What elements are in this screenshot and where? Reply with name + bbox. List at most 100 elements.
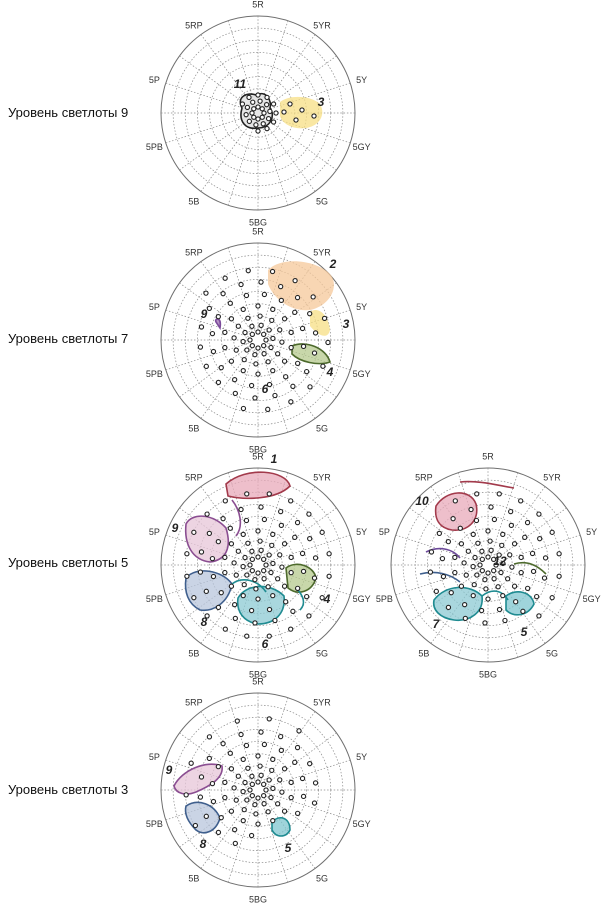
- color-sample-dot: [272, 392, 278, 399]
- region-number-5: 5: [521, 625, 528, 639]
- hue-spoke: [263, 34, 316, 106]
- region-1: [225, 471, 291, 500]
- color-sample-dot: [266, 381, 273, 388]
- color-sample-dot: [243, 112, 249, 118]
- color-sample-dot: [294, 744, 301, 751]
- hue-spoke: [200, 34, 253, 106]
- hue-spoke: [165, 82, 249, 111]
- lightness-label-3: Уровень светлоты 3: [8, 782, 129, 797]
- color-sample-dot: [249, 343, 255, 349]
- color-sample-dot: [255, 116, 261, 122]
- color-sample-dot: [458, 541, 465, 547]
- color-sample-dot: [240, 405, 247, 412]
- color-sample-dot: [244, 491, 250, 497]
- hue-label: 5P: [149, 75, 160, 85]
- region-5: [505, 591, 535, 616]
- color-sample-dot: [251, 114, 257, 120]
- color-sample-dot: [319, 595, 325, 601]
- border-curve: [231, 579, 267, 593]
- region-8: [184, 801, 221, 834]
- hue-label: 5G: [316, 197, 328, 207]
- color-sample-dot: [259, 106, 265, 112]
- hue-spoke: [263, 120, 316, 192]
- color-sample-dot: [457, 525, 463, 531]
- color-sample-dot: [266, 716, 272, 722]
- hue-label: 5GY: [353, 819, 371, 829]
- color-sample-dot: [253, 361, 259, 367]
- color-sample-dot: [206, 530, 213, 537]
- color-sample-dot: [303, 368, 310, 375]
- color-sample-dot: [227, 525, 233, 531]
- color-sample-dot: [218, 365, 224, 371]
- hue-label: 5YR: [313, 20, 331, 30]
- color-sample-dot: [265, 809, 271, 815]
- color-sample-dot: [252, 620, 258, 626]
- hue-label: 5GY: [583, 594, 601, 604]
- region-number-6: 6: [262, 382, 269, 396]
- color-sample-dot: [473, 517, 480, 524]
- lightness-label-7: Уровень светлоты 7: [8, 331, 129, 346]
- color-sample-dot: [257, 763, 263, 769]
- color-sample-dot: [215, 829, 222, 836]
- color-sample-dot: [273, 110, 279, 116]
- color-sample-dot: [500, 531, 506, 538]
- chroma-ring: [172, 704, 344, 876]
- color-sample-dot: [299, 325, 306, 332]
- color-sample-dot: [321, 315, 328, 322]
- color-sample-dot: [288, 344, 294, 351]
- color-sample-dot: [244, 104, 251, 111]
- color-sample-dot: [303, 593, 310, 600]
- hue-label: 5RP: [185, 247, 203, 257]
- color-sample-dot: [300, 343, 307, 350]
- color-sample-dot: [513, 599, 519, 605]
- color-sample-dot: [278, 747, 284, 754]
- color-sample-dot: [248, 607, 255, 614]
- color-sample-dot: [247, 787, 253, 793]
- color-sample-dot: [281, 316, 288, 322]
- hue-spoke: [497, 567, 581, 596]
- color-sample-dot: [244, 633, 250, 639]
- hue-spoke: [267, 792, 351, 821]
- color-sample-dot: [222, 554, 228, 561]
- color-sample-dot: [209, 780, 216, 787]
- color-sample-dot: [243, 742, 250, 749]
- color-sample-dot: [255, 528, 261, 534]
- color-sample-dot: [311, 113, 317, 119]
- hue-spoke: [263, 572, 316, 644]
- color-sample-dot: [474, 491, 480, 497]
- color-sample-dot: [471, 582, 477, 588]
- color-sample-dot: [524, 519, 531, 526]
- color-sample-dot: [491, 576, 497, 582]
- hue-spoke: [165, 309, 249, 338]
- color-sample-dot: [260, 121, 266, 127]
- color-sample-dot: [241, 357, 247, 363]
- color-sample-dot: [326, 551, 332, 557]
- color-sample-dot: [233, 572, 239, 578]
- hue-label: 5Y: [356, 752, 367, 762]
- color-sample-dot: [448, 590, 454, 596]
- region-number-9: 9: [166, 763, 173, 777]
- hue-label: 5YR: [313, 472, 331, 482]
- color-sample-dot: [261, 801, 267, 807]
- color-sample-dot: [288, 626, 294, 632]
- color-sample-dot: [275, 351, 281, 357]
- color-sample-dot: [249, 548, 255, 554]
- color-sample-dot: [270, 101, 277, 107]
- region-5: [271, 817, 291, 837]
- chroma-ring: [245, 777, 271, 803]
- hue-spoke: [200, 711, 253, 783]
- color-sample-dot: [495, 584, 501, 590]
- color-sample-dot: [294, 294, 301, 301]
- color-sample-dot: [203, 363, 209, 369]
- hue-spoke: [260, 20, 289, 104]
- color-sample-dot: [265, 359, 271, 365]
- color-sample-dot: [197, 794, 204, 800]
- hue-spoke: [263, 347, 316, 419]
- color-sample-dot: [288, 554, 294, 561]
- color-sample-dot: [240, 531, 246, 538]
- color-sample-dot: [325, 339, 331, 346]
- lightness-label-5: Уровень светлоты 5: [8, 555, 129, 570]
- hue-spoke: [200, 261, 253, 333]
- color-sample-dot: [270, 756, 276, 763]
- hue-spoke: [265, 732, 337, 785]
